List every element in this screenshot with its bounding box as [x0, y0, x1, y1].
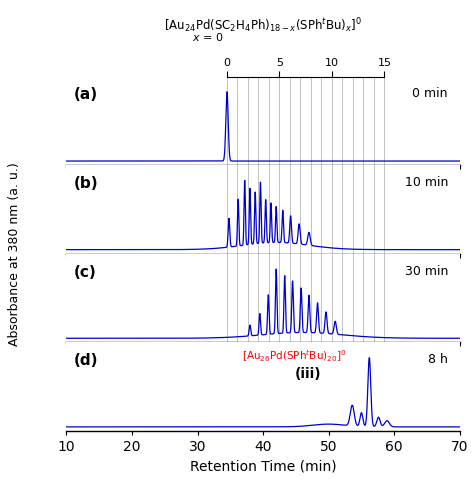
Text: 8 h: 8 h [428, 353, 448, 366]
Text: (c): (c) [74, 264, 97, 280]
Text: (iii): (iii) [295, 367, 322, 381]
Text: $x$ = 0: $x$ = 0 [191, 31, 223, 43]
Text: 30 min: 30 min [405, 264, 448, 277]
Text: 10 min: 10 min [405, 176, 448, 189]
Text: (a): (a) [74, 87, 98, 103]
Text: [Au$_{24}$Pd(SC$_{2}$H$_{4}$Ph)$_{18-x}$(SPh$^{t}$Bu)$_{x}$]$^{0}$: [Au$_{24}$Pd(SC$_{2}$H$_{4}$Ph)$_{18-x}$… [164, 17, 362, 35]
Text: (b): (b) [74, 176, 99, 191]
X-axis label: Retention Time (min): Retention Time (min) [190, 460, 337, 474]
Text: Absorbance at 380 nm (a. u.): Absorbance at 380 nm (a. u.) [8, 162, 21, 346]
Text: 0 min: 0 min [412, 87, 448, 100]
Text: (d): (d) [74, 353, 99, 368]
Text: [Au$_{26}$Pd(SPh$^{t}$Bu)$_{20}$]$^{0}$: [Au$_{26}$Pd(SPh$^{t}$Bu)$_{20}$]$^{0}$ [242, 349, 347, 365]
